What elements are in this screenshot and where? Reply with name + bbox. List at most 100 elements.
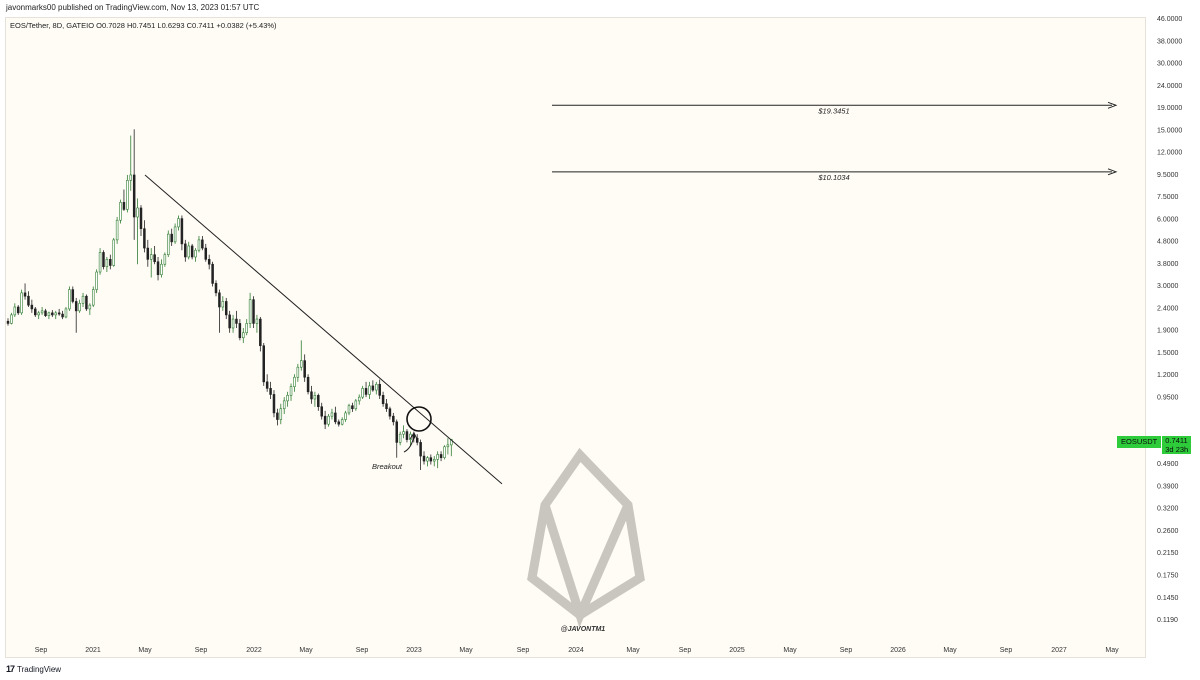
candle-body — [381, 395, 385, 405]
candle — [344, 410, 347, 422]
symbol-ohlc-line[interactable]: EOS/Tether, 8D, GATEIO O0.7028 H0.7451 L… — [10, 21, 277, 30]
candle — [252, 296, 255, 328]
candle — [323, 410, 327, 430]
candle-body — [177, 218, 180, 228]
candle — [265, 374, 269, 392]
candle-body — [149, 254, 153, 260]
candle — [238, 319, 242, 341]
x-tick-label: Sep — [35, 647, 48, 654]
candle-body — [432, 459, 436, 462]
candle — [313, 391, 317, 407]
candle-body — [317, 395, 320, 408]
candle-body — [272, 394, 276, 414]
badge-countdown: 3d 23h — [1165, 445, 1189, 454]
candle — [201, 236, 204, 251]
y-tick-label: 30.0000 — [1157, 61, 1182, 68]
y-tick-label: 6.0000 — [1157, 216, 1179, 223]
candle-body — [211, 263, 214, 284]
candle — [310, 385, 313, 404]
candle — [204, 243, 208, 262]
y-tick-label: 38.0000 — [1157, 38, 1182, 45]
y-tick-label: 19.0000 — [1157, 105, 1182, 112]
candle-body — [327, 415, 330, 425]
candle — [419, 439, 422, 470]
candle-body — [10, 314, 13, 324]
candle — [126, 174, 129, 213]
candle — [228, 310, 231, 333]
candle-body — [204, 247, 208, 260]
candle — [320, 402, 323, 420]
candle-body — [242, 332, 245, 339]
candle-body — [112, 239, 115, 266]
candle — [354, 398, 358, 411]
candle-body — [13, 306, 17, 316]
candle-body — [47, 312, 51, 317]
footer[interactable]: 17 TradingView — [6, 664, 61, 674]
candle — [224, 297, 228, 320]
candle-body — [252, 299, 255, 324]
y-tick-label: 0.9500 — [1157, 394, 1179, 401]
candle-body — [115, 219, 119, 241]
candle-body — [286, 395, 289, 402]
x-tick-label: May — [299, 647, 313, 654]
candle — [61, 310, 64, 320]
candle — [74, 297, 78, 333]
y-tick-label: 1.9000 — [1157, 328, 1179, 335]
candle-body — [184, 243, 187, 258]
candle-body — [300, 360, 303, 368]
y-tick-label: 0.3900 — [1157, 483, 1179, 490]
candle-body — [61, 313, 64, 318]
candle-body — [405, 431, 409, 440]
candle — [422, 451, 426, 465]
badge-symbol: EOSUSDT — [1117, 436, 1162, 448]
candle-body — [375, 383, 378, 391]
candle-body — [357, 396, 361, 402]
x-tick-label: Sep — [195, 647, 208, 654]
candle — [119, 199, 122, 224]
candle — [296, 363, 300, 382]
candle — [286, 391, 289, 407]
candle — [439, 451, 443, 462]
x-tick-label: May — [1105, 647, 1119, 654]
badge-price: 0.7411 — [1165, 436, 1188, 445]
candle-body — [105, 259, 109, 268]
downtrend-line[interactable] — [144, 174, 503, 485]
candle-body — [436, 454, 439, 460]
x-tick-label: Sep — [840, 647, 853, 654]
candle-body — [248, 299, 252, 324]
candle-body — [276, 412, 279, 420]
candle-body — [30, 304, 34, 310]
candle — [398, 431, 402, 446]
author-watermark: @JAVONTM1 — [561, 626, 606, 633]
y-tick-label: 0.3200 — [1157, 506, 1179, 513]
candle-body — [238, 323, 242, 339]
candle — [272, 390, 276, 418]
candle-body — [201, 239, 204, 249]
candle-body — [378, 383, 381, 396]
candle-body — [255, 318, 259, 324]
candle-body — [143, 228, 146, 249]
y-tick-label: 7.5000 — [1157, 194, 1179, 201]
chart-area[interactable] — [5, 17, 1146, 658]
candle — [211, 261, 214, 287]
candle — [276, 408, 279, 426]
candle-body — [139, 207, 143, 229]
badge-price-box: 0.7411 3d 23h — [1161, 436, 1192, 454]
candle — [37, 310, 40, 320]
candle-body — [95, 271, 98, 290]
candle — [289, 383, 293, 401]
y-tick-label: 3.0000 — [1157, 283, 1179, 290]
candle-body — [279, 408, 283, 420]
candle — [231, 314, 235, 333]
candle — [132, 129, 136, 240]
arrow-up-icon — [409, 432, 418, 440]
candle — [381, 391, 385, 407]
candle-body — [153, 254, 156, 263]
candle-body — [439, 454, 443, 459]
candle — [122, 189, 126, 211]
candle — [306, 374, 310, 395]
candle — [92, 286, 95, 308]
candle-body — [351, 405, 354, 410]
candle-body — [197, 239, 201, 251]
